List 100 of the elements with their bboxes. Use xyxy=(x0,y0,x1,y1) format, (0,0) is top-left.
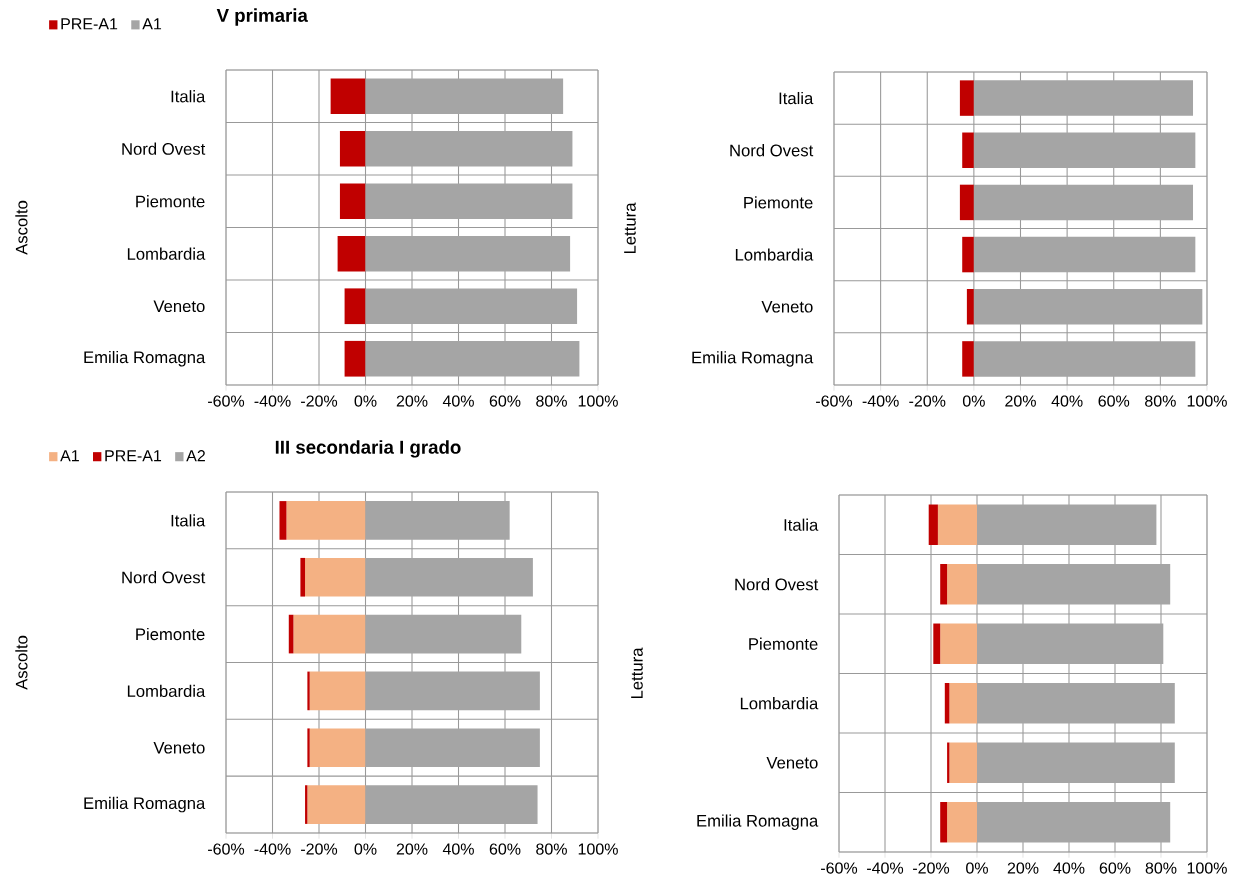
x-tick-label: 60% xyxy=(1099,862,1131,874)
bar xyxy=(962,236,974,273)
x-tick-label: 0% xyxy=(354,395,377,407)
bar xyxy=(977,563,1171,605)
x-tick-label: -20% xyxy=(913,862,950,874)
x-tick-label: -40% xyxy=(862,395,899,407)
bar xyxy=(365,785,538,824)
bar xyxy=(344,288,366,325)
bar xyxy=(977,801,1171,843)
bar xyxy=(959,80,974,116)
bar xyxy=(933,623,941,664)
bar xyxy=(973,288,1203,325)
bar xyxy=(365,340,580,377)
bar xyxy=(977,682,1175,724)
y-tick-label: Italia xyxy=(784,518,819,531)
bar xyxy=(365,614,522,654)
x-tick-label: 60% xyxy=(489,843,521,855)
bar xyxy=(947,563,977,605)
bar xyxy=(365,183,573,220)
bar xyxy=(365,501,510,540)
bar xyxy=(977,742,1175,783)
y-tick-label: Veneto xyxy=(761,300,813,313)
y-tick-label: Piemonte xyxy=(136,195,205,208)
bar xyxy=(937,504,977,545)
bar xyxy=(293,614,366,654)
x-tick-label: 0% xyxy=(966,862,988,874)
bar xyxy=(940,801,948,843)
x-tick-label: -40% xyxy=(867,862,904,874)
x-tick-label: 0% xyxy=(962,395,985,407)
bar xyxy=(973,132,1196,168)
bar xyxy=(947,801,977,843)
bar xyxy=(940,563,948,605)
x-tick-label: 20% xyxy=(1005,395,1036,407)
x-tick-label: 40% xyxy=(442,395,474,407)
x-tick-label: 0% xyxy=(354,843,377,855)
y-tick-label: Nord Ovest xyxy=(735,578,819,591)
bar xyxy=(337,235,366,272)
y-tick-label: Emilia Romagna xyxy=(697,814,819,830)
y-axis-title: Lettura xyxy=(624,202,636,253)
bar xyxy=(307,785,366,824)
y-tick-label: Emilia Romagna xyxy=(692,351,814,367)
y-axis-title: Ascolto xyxy=(15,200,28,255)
bar xyxy=(339,130,366,167)
bar xyxy=(973,80,1194,116)
x-tick-label: 20% xyxy=(1007,862,1039,874)
bar xyxy=(949,742,977,783)
x-tick-label: 40% xyxy=(1051,395,1083,407)
bar xyxy=(365,235,571,272)
bar xyxy=(339,183,366,220)
x-tick-label: 100% xyxy=(578,843,618,855)
bar xyxy=(300,557,306,597)
x-tick-label: 40% xyxy=(442,843,474,855)
bar xyxy=(307,671,310,711)
x-tick-label: 60% xyxy=(1098,395,1130,407)
x-tick-label: -60% xyxy=(208,395,245,407)
y-tick-label: Piemonte xyxy=(136,627,205,641)
bar xyxy=(309,671,366,711)
x-tick-label: -40% xyxy=(254,395,291,407)
legend-label: A1 xyxy=(60,450,79,462)
bar xyxy=(962,132,974,168)
bar xyxy=(279,501,287,540)
y-tick-label: Nord Ovest xyxy=(122,142,206,155)
chart-title: V primaria xyxy=(216,8,308,26)
x-tick-label: 80% xyxy=(1145,862,1177,874)
bar xyxy=(962,341,974,377)
x-tick-label: 80% xyxy=(1145,395,1176,407)
bar xyxy=(977,504,1157,545)
y-tick-label: Lombardia xyxy=(127,684,206,697)
bar xyxy=(959,184,974,221)
bar xyxy=(330,78,366,115)
y-tick-label: Nord Ovest xyxy=(122,571,206,584)
y-tick-label: Italia xyxy=(171,514,206,527)
y-tick-label: Lombardia xyxy=(740,697,819,710)
x-tick-label: -60% xyxy=(821,862,858,874)
x-tick-label: -60% xyxy=(208,843,245,855)
y-tick-label: Emilia Romagna xyxy=(84,796,206,813)
bar xyxy=(307,728,310,767)
x-tick-label: -40% xyxy=(254,843,291,855)
x-tick-label: 80% xyxy=(536,395,567,407)
bar xyxy=(973,341,1196,377)
y-tick-label: Veneto xyxy=(153,741,205,754)
bar xyxy=(365,78,564,115)
bar xyxy=(928,504,938,545)
bar xyxy=(365,728,540,767)
y-tick-label: Nord Ovest xyxy=(730,144,814,157)
y-tick-label: Emilia Romagna xyxy=(84,350,206,367)
y-tick-label: Lombardia xyxy=(127,247,206,260)
bar xyxy=(344,340,366,377)
x-tick-label: 60% xyxy=(489,395,521,407)
x-tick-label: 20% xyxy=(396,395,428,407)
bar xyxy=(365,288,578,325)
bar xyxy=(940,623,977,664)
bar xyxy=(305,557,366,597)
legend-label: PRE-A1 xyxy=(105,450,162,462)
y-tick-label: Veneto xyxy=(153,300,205,312)
x-tick-label: 80% xyxy=(536,843,567,855)
bar xyxy=(966,288,974,325)
bar xyxy=(949,682,977,724)
legend-label: A1 xyxy=(142,18,162,30)
x-tick-label: -60% xyxy=(816,395,853,407)
